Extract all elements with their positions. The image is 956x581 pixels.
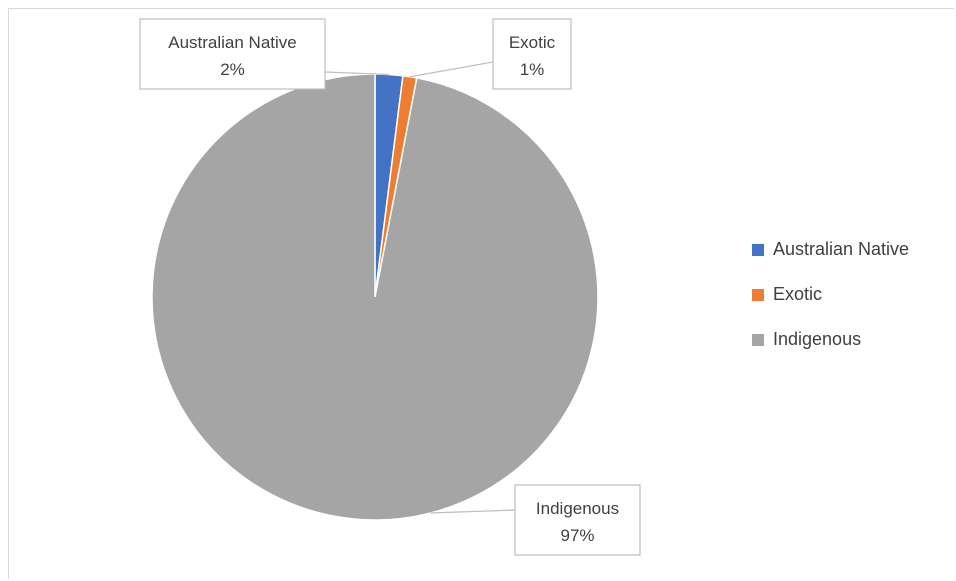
pie-slice-indigenous <box>151 73 599 521</box>
legend-label-australian-native: Australian Native <box>773 239 910 259</box>
leader-line-exotic <box>409 61 494 78</box>
legend-label-indigenous: Indigenous <box>773 329 862 349</box>
data-label-percent-exotic: 1% <box>520 60 545 79</box>
data-label-category-australian-native: Australian Native <box>168 33 297 52</box>
legend-item-indigenous: Indigenous <box>752 328 909 351</box>
legend: Australian Native Exotic Indigenous <box>752 238 909 373</box>
legend-item-exotic: Exotic <box>752 283 909 306</box>
data-label-box-exotic <box>492 18 572 90</box>
legend-label-exotic: Exotic <box>773 284 823 304</box>
data-label-box-indigenous <box>514 484 641 556</box>
data-label-category-exotic: Exotic <box>509 33 556 52</box>
data-label-box-australian-native <box>139 18 326 90</box>
data-label-category-indigenous: Indigenous <box>536 499 619 518</box>
legend-item-australian-native: Australian Native <box>752 238 909 261</box>
leader-line-indigenous <box>430 509 516 514</box>
data-label-percent-australian-native: 2% <box>220 60 245 79</box>
data-label-exotic: Exotic 1% <box>492 18 572 90</box>
legend-swatch-exotic <box>752 288 764 301</box>
data-label-indigenous: Indigenous 97% <box>514 484 641 556</box>
legend-swatch-australian-native <box>752 243 764 256</box>
leader-line-australian-native <box>324 71 390 76</box>
data-label-percent-indigenous: 97% <box>560 526 594 545</box>
data-label-australian-native: Australian Native 2% <box>139 18 326 90</box>
legend-swatch-indigenous <box>752 333 764 346</box>
